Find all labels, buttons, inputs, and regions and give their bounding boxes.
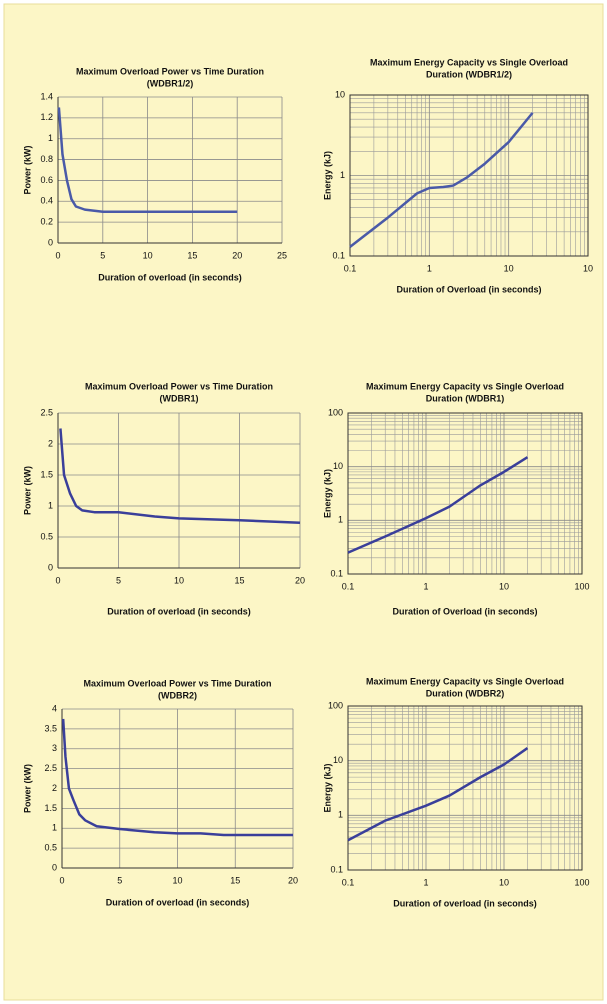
y-tick-label: 0.4 [40,196,53,206]
chart-title: Duration (WDBR1) [426,393,505,403]
x-tick-label: 10 [504,263,514,273]
chart-title: (WDBR2) [158,690,197,700]
x-axis-label: Duration of Overload (in seconds) [392,606,537,616]
x-tick-label: 1 [423,877,428,887]
y-tick-label: 0.5 [44,843,57,853]
page-background [3,3,604,1001]
x-axis-label: Duration of overload (in seconds) [98,272,242,282]
y-axis-label: Power (kW) [22,145,32,194]
x-tick-label: 5 [100,250,105,260]
data-line [347,747,529,842]
y-tick-label: 0.1 [330,864,343,874]
y-tick-label: 1 [48,133,53,143]
y-tick-label: 10 [333,755,343,765]
chart-title: (WDBR1/2) [147,78,194,88]
y-axis-label: Power (kW) [22,764,32,813]
x-tick-label: 0 [55,250,60,260]
y-tick-label: 0.2 [40,217,53,227]
y-tick-label: 1 [340,170,345,180]
y-tick-label: 0 [48,237,53,247]
plot-frame [349,94,589,257]
x-tick-label: 100 [574,581,589,591]
y-tick-label: 2.5 [44,763,57,773]
x-tick-label: 15 [230,875,240,885]
y-tick-label: 100 [328,700,343,710]
data-line [61,718,293,837]
y-tick-label: 1 [52,823,57,833]
y-tick-label: 0.6 [40,175,53,185]
chart-title: Maximum Energy Capacity vs Single Overlo… [370,57,568,67]
x-tick-label: 20 [288,875,298,885]
y-tick-label: 1.5 [44,803,57,813]
plot-frame [347,412,583,575]
chart-title: Maximum Overload Power vs Time Duration [85,381,273,391]
y-tick-label: 4 [52,703,57,713]
x-tick-label: 0 [59,875,64,885]
chart-title: Maximum Energy Capacity vs Single Overlo… [366,676,564,686]
x-tick-label: 0.1 [344,263,357,273]
y-axis-label: Energy (kJ) [322,469,332,518]
x-tick-label: 10 [174,575,184,585]
data-line [347,456,529,554]
y-tick-label: 100 [328,407,343,417]
x-axis-label: Duration of overload (in seconds) [393,898,537,908]
y-tick-label: 0 [48,562,53,572]
y-tick-label: 0.1 [330,568,343,578]
y-tick-label: 2.5 [40,407,53,417]
plot-frame [347,705,583,871]
y-tick-label: 1.2 [40,112,53,122]
y-tick-label: 2 [52,783,57,793]
y-tick-label: 2 [48,438,53,448]
x-tick-label: 0 [55,575,60,585]
y-tick-label: 1.4 [40,91,53,101]
x-tick-label: 25 [277,250,287,260]
x-tick-label: 0.1 [342,877,355,887]
y-tick-label: 0.5 [40,531,53,541]
x-tick-label: 15 [234,575,244,585]
x-tick-label: 10 [172,875,182,885]
x-tick-label: 100 [574,877,589,887]
data-line [349,112,534,248]
x-tick-label: 20 [295,575,305,585]
y-tick-label: 10 [333,461,343,471]
y-tick-label: 1 [338,810,343,820]
y-tick-label: 1 [338,515,343,525]
chart-title: Duration (WDBR2) [426,688,505,698]
y-tick-label: 10 [335,89,345,99]
data-line [57,107,238,213]
y-axis-label: Energy (kJ) [322,763,332,812]
x-tick-label: 0.1 [342,581,355,591]
x-tick-label: 10 [143,250,153,260]
data-line [59,428,301,524]
x-tick-label: 1 [423,581,428,591]
chart-title: Duration (WDBR1/2) [426,69,512,79]
chart-title: Maximum Overload Power vs Time Duration [76,66,264,76]
chart-title: Maximum Energy Capacity vs Single Overlo… [366,381,564,391]
x-axis-label: Duration of Overload (in seconds) [396,284,541,294]
y-tick-label: 3 [52,743,57,753]
x-tick-label: 5 [116,575,121,585]
y-tick-label: 1 [48,500,53,510]
y-axis-label: Energy (kJ) [322,151,332,200]
chart-title: Maximum Overload Power vs Time Duration [84,678,272,688]
y-tick-label: 1.5 [40,469,53,479]
y-axis-label: Power (kW) [22,466,32,515]
x-tick-label: 5 [117,875,122,885]
x-tick-label: 20 [232,250,242,260]
y-tick-label: 3.5 [44,723,57,733]
y-tick-label: 0.8 [40,154,53,164]
x-tick-label: 1 [427,263,432,273]
x-axis-label: Duration of overload (in seconds) [106,897,250,907]
x-tick-label: 10 [499,877,509,887]
chart-title: (WDBR1) [160,393,199,403]
y-tick-label: 0 [52,862,57,872]
x-tick-label: 15 [187,250,197,260]
x-tick-label: 10 [499,581,509,591]
y-tick-label: 0.1 [332,250,345,260]
x-axis-label: Duration of overload (in seconds) [107,606,251,616]
x-tick-label: 10 [583,263,593,273]
